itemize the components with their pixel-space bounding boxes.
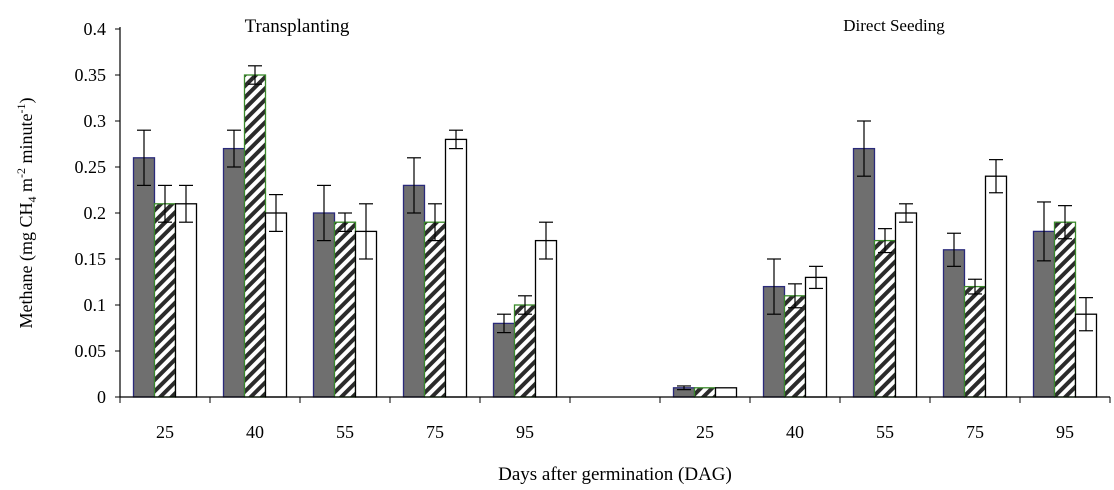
x-tick-labels: 25 40 55 75 95 25 40 55 75 95 xyxy=(156,422,1074,442)
x-tick-label: 75 xyxy=(966,422,984,442)
bar-white xyxy=(444,138,468,398)
y-axis-label: Methane (mg CH4 m-2 minute-1) xyxy=(14,98,39,329)
bar-hatched xyxy=(153,203,177,398)
bar-white xyxy=(894,212,918,398)
x-tick-label: 25 xyxy=(156,422,174,442)
bar-hatched xyxy=(423,221,447,398)
bar-gray xyxy=(222,147,246,398)
y-tick-label: 0.4 xyxy=(84,19,107,39)
y-tick-labels: 0 0.05 0.1 0.15 0.2 0.25 0.3 0.35 0.4 xyxy=(75,19,107,407)
x-tick-label: 75 xyxy=(426,422,444,442)
bar-white xyxy=(984,175,1008,398)
bar-gray xyxy=(942,249,966,398)
bar-gray xyxy=(492,322,516,398)
bar-hatched xyxy=(783,295,807,398)
bar-hatched xyxy=(333,221,357,398)
y-tick-label: 0.2 xyxy=(84,203,107,223)
bar-hatched xyxy=(963,285,987,398)
x-tick-label: 25 xyxy=(696,422,714,442)
bar-hatched xyxy=(873,239,897,398)
group-label-transplanting: Transplanting xyxy=(245,16,350,37)
y-tick-label: 0 xyxy=(97,387,106,407)
bar-white xyxy=(264,212,288,398)
bar-gray xyxy=(402,184,426,398)
group-label-direct-seeding: Direct Seeding xyxy=(843,16,945,35)
bars xyxy=(132,74,1098,398)
x-axis-label: Days after germination (DAG) xyxy=(498,464,732,485)
y-tick-label: 0.3 xyxy=(84,111,107,131)
bar-white xyxy=(174,203,198,398)
y-tick-label: 0.15 xyxy=(75,249,107,269)
bar-hatched xyxy=(1053,221,1077,398)
y-tick-label: 0.1 xyxy=(84,295,107,315)
bar-gray xyxy=(132,157,156,398)
x-tick-label: 40 xyxy=(246,422,264,442)
bar-hatched xyxy=(243,74,267,398)
axes xyxy=(115,27,1111,403)
x-tick-label: 95 xyxy=(1056,422,1074,442)
y-tick-label: 0.05 xyxy=(75,341,107,361)
x-tick-label: 55 xyxy=(336,422,354,442)
bar-white xyxy=(534,239,558,398)
x-tick-label: 40 xyxy=(786,422,804,442)
bar-hatched xyxy=(693,387,717,398)
y-tick-label: 0.35 xyxy=(75,65,107,85)
x-tick-label: 55 xyxy=(876,422,894,442)
x-tick-label: 95 xyxy=(516,422,534,442)
bar-white xyxy=(804,276,828,398)
bar-white xyxy=(714,387,738,398)
bar-hatched xyxy=(513,304,537,398)
y-tick-label: 0.25 xyxy=(75,157,107,177)
bar-gray xyxy=(852,147,876,398)
error-bars xyxy=(137,65,1093,391)
